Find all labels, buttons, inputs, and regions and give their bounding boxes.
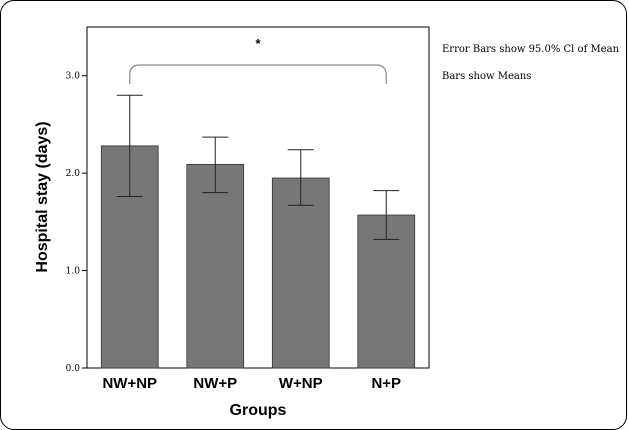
significance-bracket <box>129 64 387 84</box>
bar <box>186 163 245 369</box>
bars <box>100 145 416 369</box>
x-tick-label: N+P <box>371 375 401 392</box>
bar <box>357 214 416 369</box>
y-tick-label: 0.0 <box>66 364 81 374</box>
y-tick-label: 1.0 <box>66 267 81 277</box>
bar <box>271 177 330 369</box>
bar-chart: 0.0 1.0 2.0 3.0 NW+NP NW+P W+NP N+P * Hospital… <box>34 26 620 419</box>
error-bars-note: Error Bars show 95.0% Cl of Mean <box>442 44 620 55</box>
x-axis-labels: NW+NP NW+P W+NP N+P <box>102 375 401 392</box>
plot-area <box>86 26 430 369</box>
y-tick-label: 2.0 <box>66 169 81 179</box>
significance-marker: * <box>255 36 261 51</box>
bars-note: Bars show Means <box>442 71 531 82</box>
y-axis-title: Hospital stay (days) <box>34 121 51 272</box>
y-tick-label: 3.0 <box>66 72 81 82</box>
error-bars <box>116 94 400 240</box>
y-axis-ticks: 0.0 1.0 2.0 3.0 <box>66 72 87 374</box>
x-tick-label: NW+NP <box>102 375 157 392</box>
x-tick-label: NW+P <box>193 375 237 392</box>
x-axis-title: Groups <box>230 402 287 419</box>
x-tick-label: W+NP <box>279 375 323 392</box>
